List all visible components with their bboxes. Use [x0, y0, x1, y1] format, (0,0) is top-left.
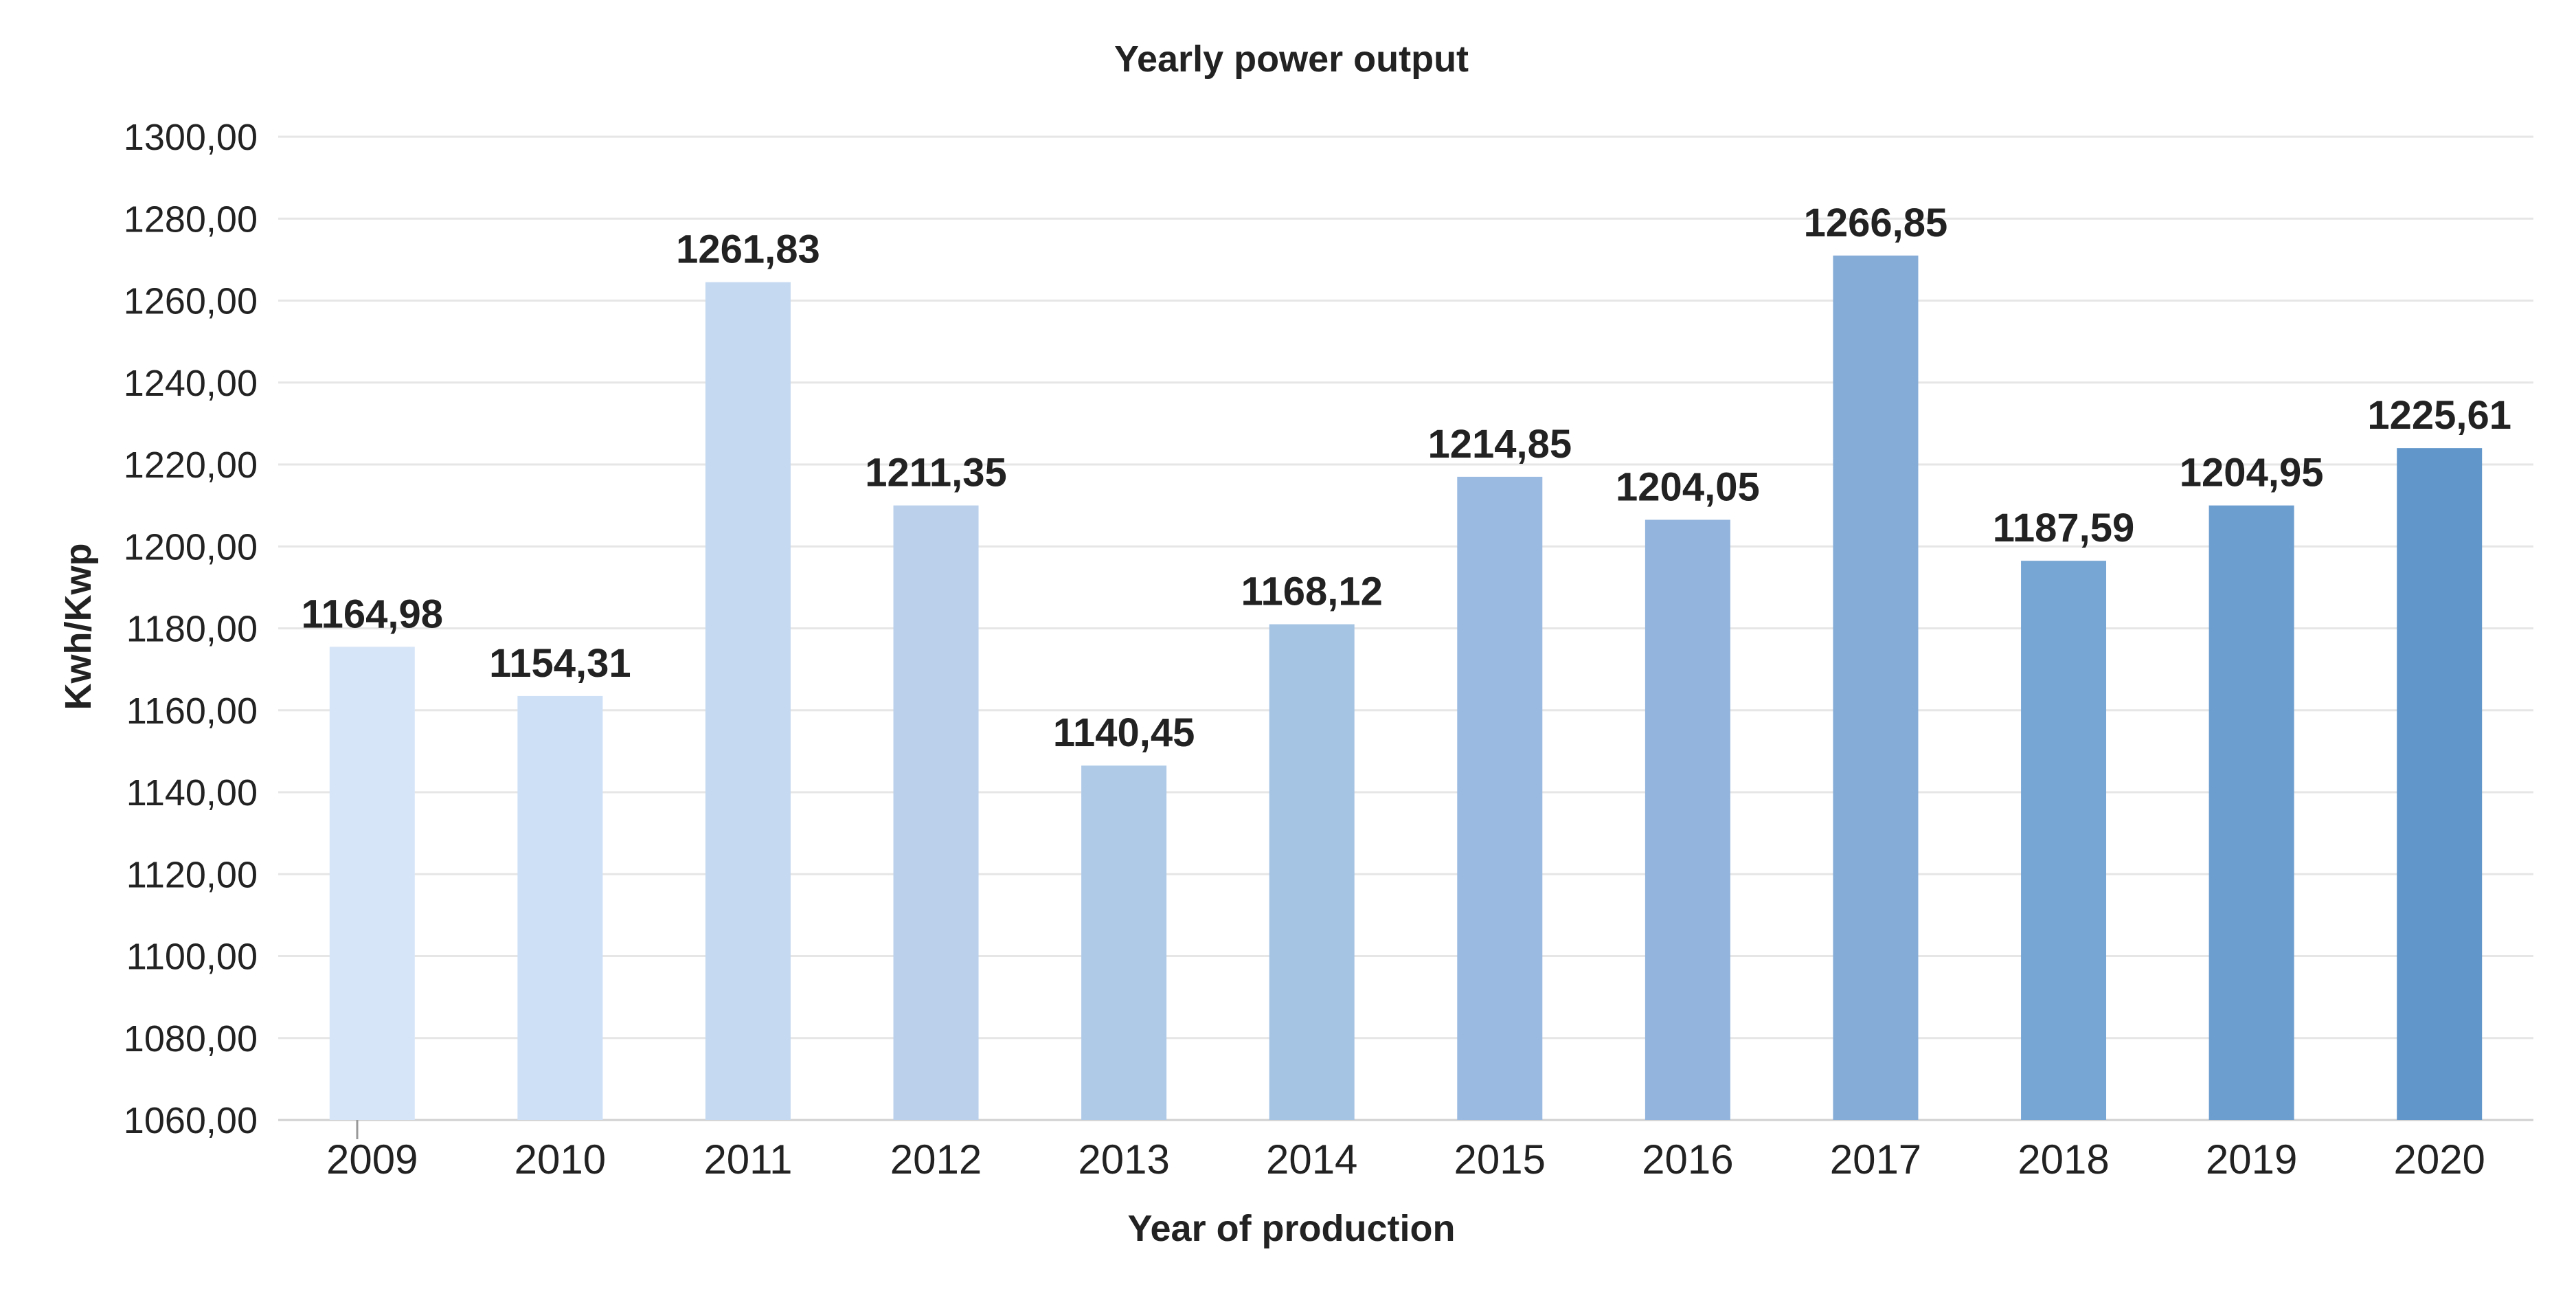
- bar-2015: [1457, 476, 1543, 1120]
- data-label-2015: 1214,85: [1427, 422, 1572, 467]
- data-label-2009: 1164,98: [302, 592, 443, 636]
- data-label-2016: 1204,05: [1616, 464, 1760, 509]
- x-tick-label-2019: 2019: [2206, 1136, 2297, 1182]
- x-tick-label-2017: 2017: [1830, 1136, 1921, 1182]
- x-tick-label-2018: 2018: [2018, 1136, 2109, 1182]
- y-tick-label: 1240,00: [124, 363, 258, 404]
- data-label-2011: 1261,83: [676, 227, 820, 272]
- x-tick-label-2015: 2015: [1454, 1136, 1546, 1182]
- bars: [329, 255, 2483, 1121]
- y-tick-label: 1100,00: [126, 937, 258, 978]
- data-label-2020: 1225,61: [2367, 393, 2511, 438]
- y-tick-label: 1260,00: [124, 281, 258, 322]
- bar-2011: [705, 282, 791, 1121]
- y-tick-label: 1220,00: [124, 445, 258, 486]
- x-tick-label-2016: 2016: [1642, 1136, 1733, 1182]
- bar-2016: [1645, 519, 1730, 1120]
- y-tick-label: 1180,00: [126, 609, 258, 650]
- bar-2018: [2021, 561, 2107, 1120]
- y-tick-label: 1060,00: [124, 1100, 258, 1141]
- x-tick-label-2011: 2011: [703, 1136, 792, 1182]
- y-tick-label: 1280,00: [124, 199, 258, 240]
- chart-title: Yearly power output: [1114, 38, 1469, 80]
- y-axis-ticks: 1060,00 1080,00 1100,00 1120,00 1140,00 1160,…: [124, 117, 258, 1141]
- data-label-2017: 1266,85: [1804, 201, 1948, 245]
- data-label-2013: 1140,45: [1053, 710, 1195, 755]
- bar-2013: [1081, 765, 1167, 1120]
- data-label-2019: 1204,95: [2180, 451, 2324, 495]
- bar-2020: [2397, 448, 2483, 1120]
- y-tick-label: 1200,00: [124, 526, 258, 568]
- y-tick-label: 1120,00: [126, 854, 258, 895]
- x-tick-label-2020: 2020: [2393, 1136, 2485, 1182]
- data-label-2018: 1187,59: [1993, 506, 2134, 550]
- y-tick-label: 1300,00: [124, 117, 258, 158]
- x-tick-label-2010: 2010: [515, 1136, 606, 1182]
- data-labels: 1164,98 1154,31 1261,83 1211,35 1140,45 1168,…: [302, 201, 2511, 755]
- bar-2009: [329, 647, 415, 1120]
- x-tick-label-2012: 2012: [890, 1136, 982, 1182]
- bar-2019: [2208, 505, 2294, 1120]
- y-tick-label: 1140,00: [126, 772, 258, 814]
- x-tick-label-2009: 2009: [326, 1136, 418, 1182]
- x-axis-title: Year of production: [1127, 1208, 1455, 1249]
- x-axis-ticks: 2009 2010 2011 2012 2013 2014 2015 2016 2017 2018…: [326, 1120, 2485, 1182]
- data-label-2012: 1211,35: [865, 451, 1006, 495]
- x-tick-label-2014: 2014: [1266, 1136, 1357, 1182]
- bar-2012: [893, 505, 979, 1120]
- gridlines: [278, 135, 2533, 1121]
- x-tick-label-2013: 2013: [1078, 1136, 1169, 1182]
- y-tick-label: 1160,00: [126, 691, 258, 732]
- y-tick-label: 1080,00: [124, 1018, 258, 1060]
- data-label-2014: 1168,12: [1241, 570, 1382, 614]
- y-axis-title: Kwh/Kwp: [58, 543, 99, 710]
- bar-2010: [517, 695, 603, 1120]
- bar-2017: [1833, 255, 1919, 1121]
- bar-2014: [1269, 624, 1355, 1120]
- data-label-2010: 1154,31: [489, 641, 631, 686]
